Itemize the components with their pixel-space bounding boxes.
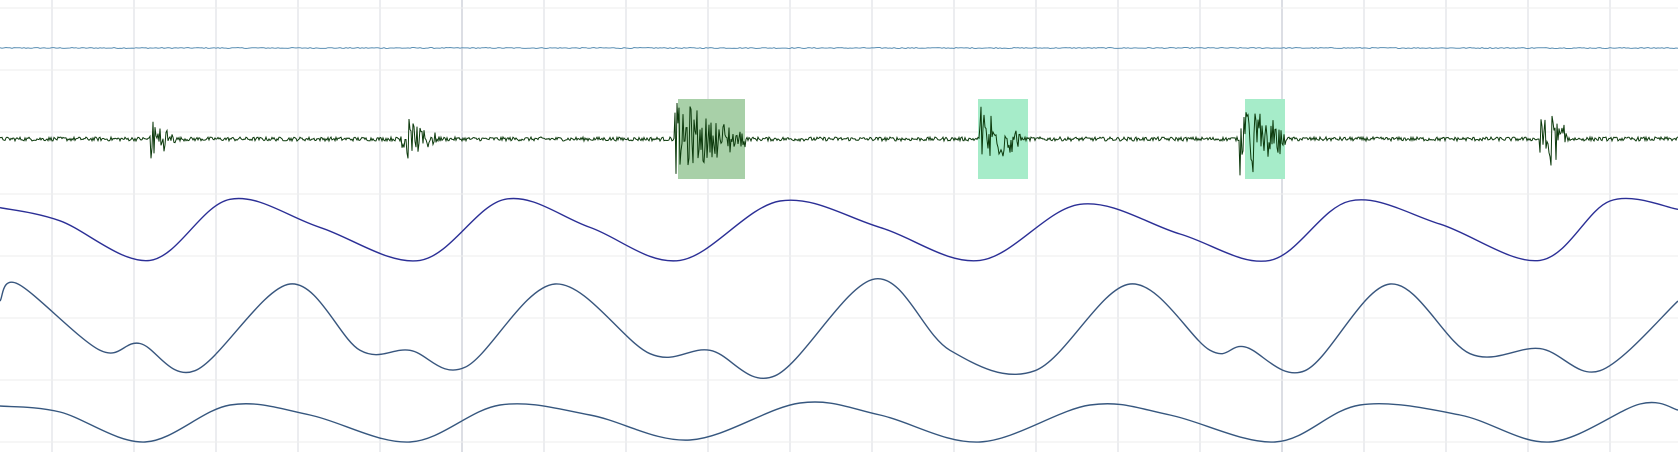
series-3-trace xyxy=(0,198,1678,261)
series-1-trace xyxy=(0,48,1678,49)
series-5-trace xyxy=(0,402,1678,442)
series-4-trace xyxy=(0,279,1678,379)
series-2-trace xyxy=(0,103,1678,175)
series-layer xyxy=(0,48,1678,443)
